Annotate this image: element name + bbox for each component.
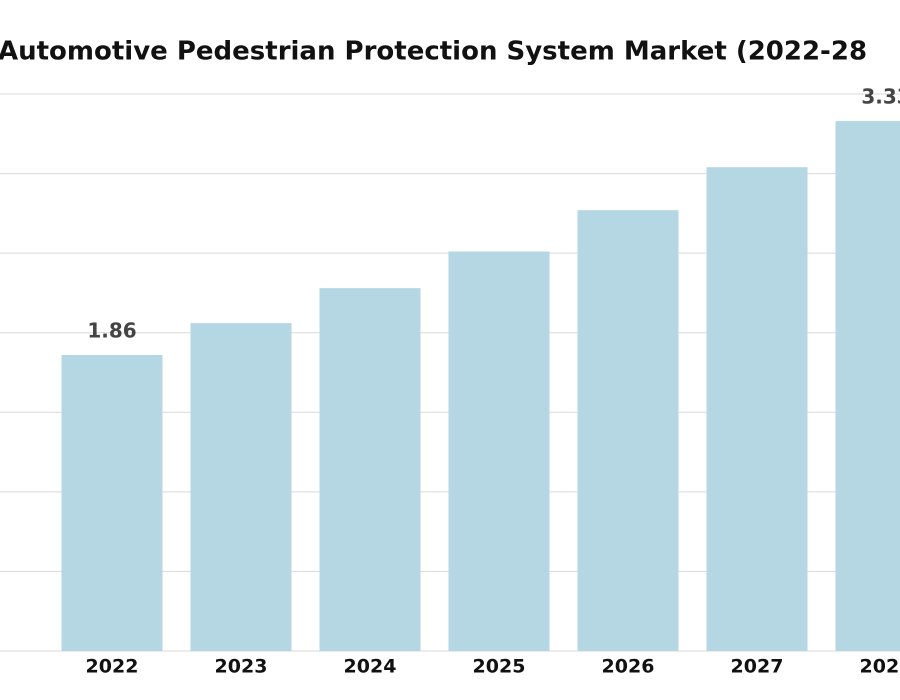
bar: [190, 323, 292, 651]
bar: [61, 354, 163, 651]
x-tick-label: 2028: [860, 656, 900, 678]
bar: [706, 167, 808, 651]
chart-title: Automotive Pedestrian Protection System …: [0, 37, 867, 67]
bar: [448, 251, 550, 651]
bar: [835, 121, 900, 652]
x-tick-label: 2027: [731, 656, 784, 678]
bar: [319, 288, 421, 651]
x-tick-label: 2023: [215, 656, 268, 678]
value-label: 1.86: [87, 318, 136, 342]
bar: [577, 210, 679, 651]
x-tick-label: 2022: [86, 656, 139, 678]
x-tick-label: 2026: [602, 656, 655, 678]
x-tick-label: 2025: [473, 656, 526, 678]
value-label: 3.33: [861, 85, 900, 109]
x-tick-label: 2024: [344, 656, 397, 678]
